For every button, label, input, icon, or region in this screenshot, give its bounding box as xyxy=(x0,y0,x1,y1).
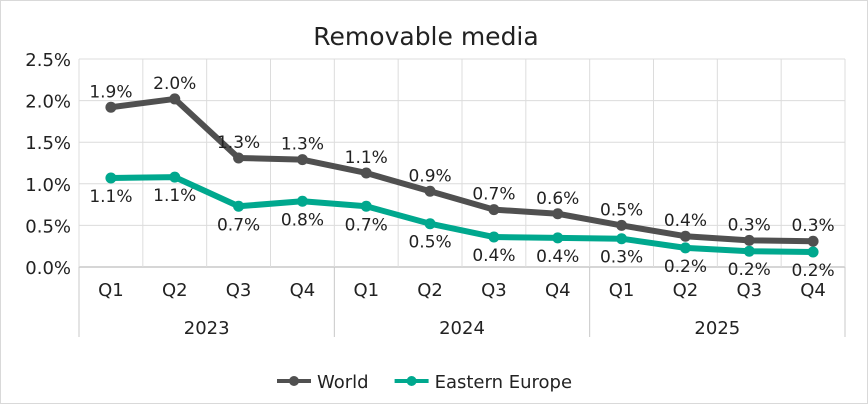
data-point xyxy=(360,167,372,179)
data-point xyxy=(616,233,628,245)
group-label: 2024 xyxy=(439,318,485,339)
data-point xyxy=(296,154,308,166)
data-label: 2.0% xyxy=(153,74,196,94)
data-point xyxy=(743,234,755,246)
data-point xyxy=(552,232,564,244)
data-label: 1.1% xyxy=(345,148,388,168)
data-label: 0.3% xyxy=(600,248,643,268)
x-tick-label: Q2 xyxy=(162,280,188,301)
data-point xyxy=(807,235,819,247)
data-label: 1.1% xyxy=(89,187,132,207)
data-label: 0.7% xyxy=(217,215,260,235)
data-point xyxy=(488,231,500,243)
y-tick-label: 0.0% xyxy=(25,258,71,279)
series-line xyxy=(110,174,814,256)
data-label: 0.6% xyxy=(536,189,579,209)
y-tick-label: 2.5% xyxy=(25,50,71,71)
data-label: 0.7% xyxy=(472,185,515,205)
data-point xyxy=(105,101,117,113)
x-tick-label: Q3 xyxy=(736,280,762,301)
data-label: 0.4% xyxy=(472,246,515,266)
legend-label: Eastern Europe xyxy=(435,372,572,393)
data-point xyxy=(488,204,500,216)
data-label: 0.2% xyxy=(728,260,771,280)
data-point xyxy=(424,218,436,230)
x-tick-label: Q2 xyxy=(417,280,443,301)
x-tick-label: Q1 xyxy=(98,280,124,301)
data-point xyxy=(807,246,819,258)
x-tick-label: Q4 xyxy=(800,280,826,301)
data-label: 0.5% xyxy=(408,233,451,253)
data-point xyxy=(105,172,117,184)
data-point xyxy=(360,200,372,212)
data-label: 0.3% xyxy=(728,215,771,235)
data-label: 0.3% xyxy=(791,216,834,236)
x-tick-label: Q3 xyxy=(226,280,252,301)
x-tick-label: Q3 xyxy=(481,280,507,301)
data-label: 1.1% xyxy=(153,186,196,206)
data-label: 1.3% xyxy=(217,133,260,153)
data-label: 0.4% xyxy=(664,211,707,231)
data-point xyxy=(169,93,181,105)
y-tick-label: 0.5% xyxy=(25,216,71,237)
x-tick-label: Q4 xyxy=(290,280,316,301)
data-point xyxy=(552,208,564,220)
data-point xyxy=(233,200,245,212)
legend-marker xyxy=(289,376,299,386)
data-label: 0.4% xyxy=(536,247,579,267)
data-label: 0.8% xyxy=(281,210,324,230)
y-tick-label: 2.0% xyxy=(25,92,71,113)
legend-label: World xyxy=(317,372,369,393)
data-label: 0.2% xyxy=(664,257,707,277)
chart-title: Removable media xyxy=(313,22,538,51)
data-label: 1.3% xyxy=(281,135,324,155)
group-label: 2023 xyxy=(184,318,230,339)
series-line xyxy=(110,95,814,245)
y-tick-label: 1.0% xyxy=(25,175,71,196)
x-tick-label: Q1 xyxy=(609,280,635,301)
data-point xyxy=(679,230,691,242)
legend-marker xyxy=(406,376,417,386)
data-point xyxy=(424,185,436,197)
data-label: 0.7% xyxy=(345,215,388,235)
y-tick-label: 1.5% xyxy=(25,133,71,154)
data-label: 0.2% xyxy=(791,261,834,281)
data-label: 0.5% xyxy=(600,200,643,220)
x-tick-label: Q2 xyxy=(673,280,699,301)
data-point xyxy=(169,171,181,183)
data-point xyxy=(679,242,691,254)
data-point xyxy=(616,219,628,231)
data-point xyxy=(296,195,308,207)
data-label: 0.9% xyxy=(408,166,451,186)
data-point xyxy=(233,152,245,164)
group-label: 2025 xyxy=(694,318,740,339)
x-tick-label: Q1 xyxy=(353,280,379,301)
data-point xyxy=(743,245,755,257)
x-tick-label: Q4 xyxy=(545,280,571,301)
data-label: 1.9% xyxy=(89,82,132,102)
